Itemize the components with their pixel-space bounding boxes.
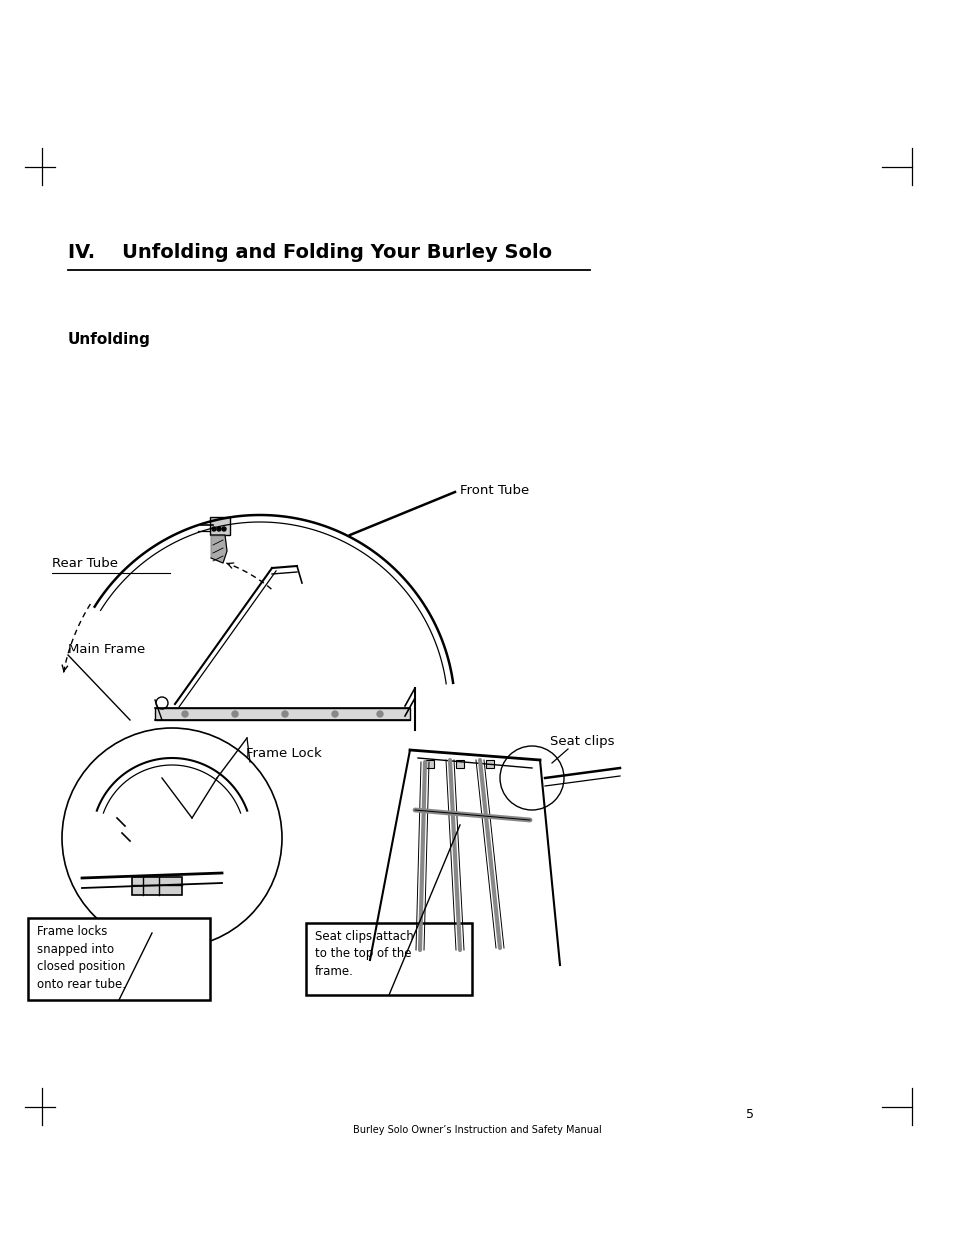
Text: Seat clips attach
to the top of the
frame.: Seat clips attach to the top of the fram… (314, 930, 414, 978)
Circle shape (332, 711, 337, 718)
Text: Unfolding: Unfolding (68, 332, 151, 347)
FancyBboxPatch shape (132, 877, 182, 895)
Circle shape (212, 527, 215, 531)
Text: Front Tube: Front Tube (459, 483, 529, 496)
Circle shape (216, 527, 221, 531)
Circle shape (282, 711, 288, 718)
Polygon shape (211, 535, 227, 563)
FancyBboxPatch shape (485, 760, 494, 768)
FancyBboxPatch shape (28, 918, 210, 1000)
FancyBboxPatch shape (306, 923, 472, 995)
Text: Rear Tube: Rear Tube (52, 557, 118, 571)
Text: Seat clips: Seat clips (550, 735, 614, 748)
Circle shape (232, 711, 237, 718)
Circle shape (222, 527, 226, 531)
Text: Main Frame: Main Frame (68, 643, 145, 656)
Text: Frame locks
snapped into
closed position
onto rear tube.: Frame locks snapped into closed position… (37, 925, 126, 990)
Text: IV.    Unfolding and Folding Your Burley Solo: IV. Unfolding and Folding Your Burley So… (68, 243, 552, 262)
Text: Frame Lock: Frame Lock (246, 747, 321, 760)
FancyBboxPatch shape (426, 760, 434, 768)
FancyBboxPatch shape (154, 708, 410, 720)
Circle shape (376, 711, 382, 718)
Circle shape (182, 711, 188, 718)
Text: 5: 5 (745, 1109, 753, 1121)
FancyBboxPatch shape (456, 760, 463, 768)
FancyBboxPatch shape (210, 517, 230, 535)
Text: Burley Solo Owner’s Instruction and Safety Manual: Burley Solo Owner’s Instruction and Safe… (353, 1125, 600, 1135)
